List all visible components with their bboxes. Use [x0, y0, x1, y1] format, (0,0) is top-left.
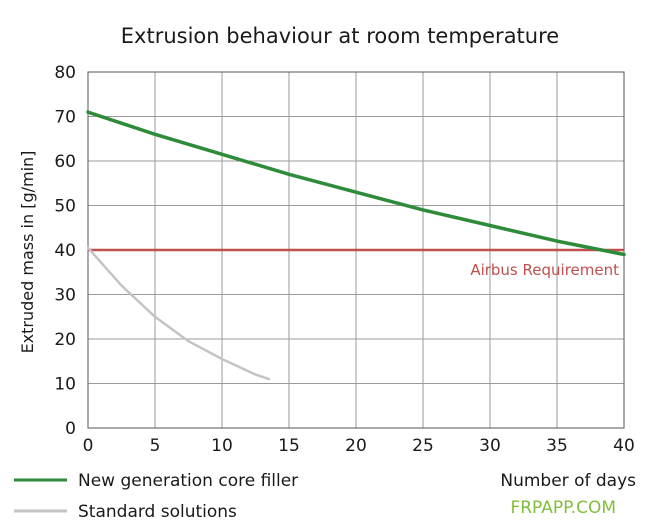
y-axis-ticks: 0 10 20 30 40 50 60 70 80 [54, 63, 76, 439]
x-tick-label: 20 [345, 436, 367, 456]
y-tick-label: 10 [54, 375, 76, 395]
reference-line-label: Airbus Requirement [470, 261, 619, 279]
x-axis-label: Number of days [500, 471, 636, 491]
x-tick-label: 35 [546, 436, 568, 456]
chart-title: Extrusion behaviour at room temperature [121, 24, 559, 48]
x-axis-ticks: 0 5 10 15 20 25 30 35 40 [83, 436, 635, 456]
x-tick-label: 5 [150, 436, 161, 456]
y-tick-label: 0 [65, 419, 76, 439]
y-tick-label: 80 [54, 63, 76, 83]
watermark: FRPAPP.COM [510, 498, 616, 518]
y-tick-label: 70 [54, 108, 76, 128]
legend-label-standard-solutions: Standard solutions [78, 502, 237, 522]
series-line-new-generation [86, 110, 626, 257]
x-tick-label: 0 [83, 436, 94, 456]
y-tick-label: 50 [54, 197, 76, 217]
x-tick-label: 15 [278, 436, 300, 456]
x-tick-label: 10 [211, 436, 233, 456]
x-tick-label: 25 [412, 436, 434, 456]
y-tick-label: 20 [54, 330, 76, 350]
y-tick-label: 60 [54, 152, 76, 172]
series-layer [86, 110, 626, 381]
y-tick-label: 30 [54, 286, 76, 306]
legend-label-new-generation: New generation core filler [78, 471, 298, 491]
y-axis-label: Extruded mass in [g/min] [18, 151, 37, 354]
y-tick-label: 40 [54, 241, 76, 261]
x-tick-label: 30 [479, 436, 501, 456]
series-line-standard-solutions [86, 246, 271, 381]
x-tick-label: 40 [613, 436, 635, 456]
